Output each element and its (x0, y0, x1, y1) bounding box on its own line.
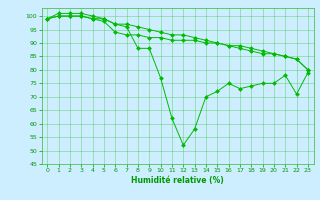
X-axis label: Humidité relative (%): Humidité relative (%) (131, 176, 224, 185)
